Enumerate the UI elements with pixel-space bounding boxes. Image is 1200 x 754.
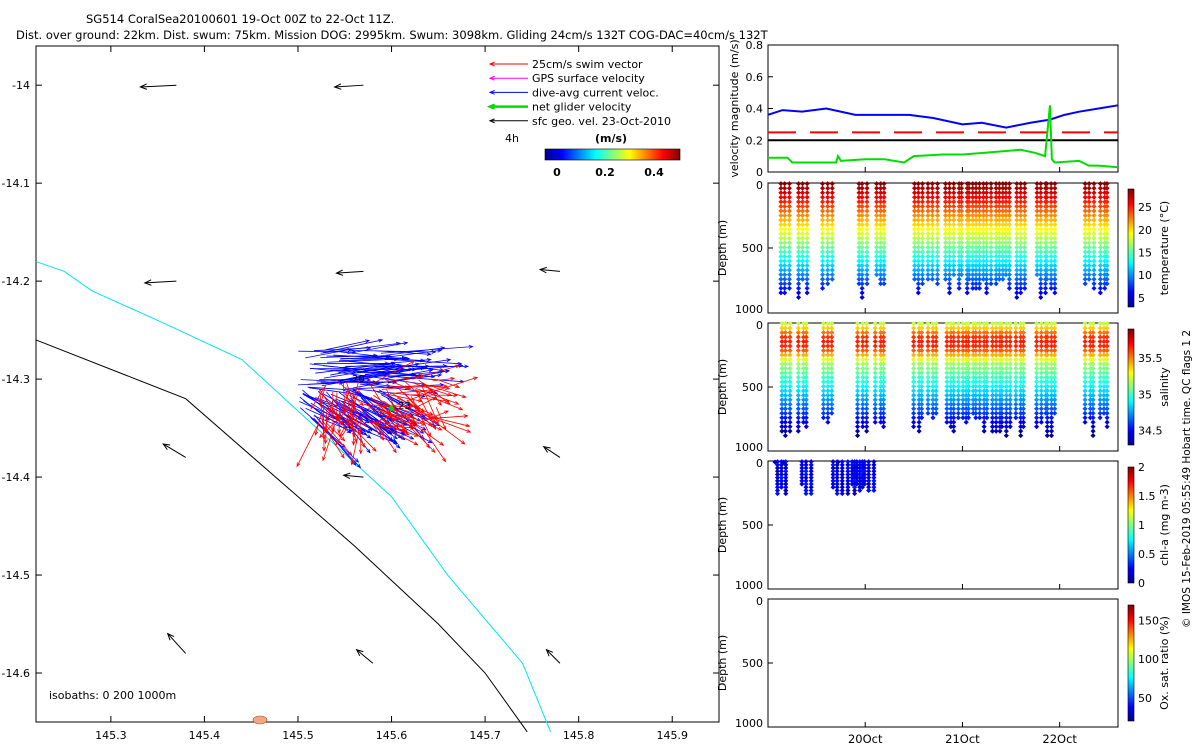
legend-label-swim: 25cm/s swim vector [532,58,643,71]
map-xtick-label: 145.3 [95,729,127,742]
velocity-ytick-label: 0.2 [746,134,764,147]
map-ytick-label: -14.5 [2,569,30,582]
colorbar-title: (m/s) [595,132,627,145]
profile-ytick-label: 0 [756,179,763,192]
map-xtick-label: 145.8 [563,729,595,742]
track-label-end: 23 [398,401,411,412]
profile-ytick-label: 0 [756,319,763,332]
colorbar-tick-temperature: 25 [1138,201,1152,214]
map-ytick-label: -14.2 [2,275,30,288]
track-label-start: 20 [352,374,365,385]
colorbar-tick-1: 0.2 [595,166,615,179]
legend-extra: 4h [505,132,519,145]
map-panel: 145.3 145.4 145.5 145.6 145.7 145.8 145.9 -14 -1… [2,46,719,742]
profile-ytick-label: 1000 [735,717,763,730]
map-ytick-label: -14.1 [2,177,30,190]
colorbar-chla [1128,467,1134,583]
legend-label-net: net glider velocity [532,101,632,114]
profile-frame-temperature [768,183,1118,313]
velocity-ytick-label: 0.8 [746,39,764,52]
colorbar-tick-temperature: 15 [1138,247,1152,260]
colorbar-tick-0: 0 [553,166,561,179]
map-xtick-label: 145.6 [376,729,408,742]
isobath-label: isobaths: 0 200 1000m [49,689,176,702]
time-tick-label: 22Oct [1042,732,1077,746]
net-velocity-marker [389,406,394,411]
colorbar-tick-oxygen: 150 [1138,614,1159,627]
colorbar-tick-salinity: 35.5 [1138,352,1163,365]
profile-ytick-label: 500 [742,519,763,532]
colorbar-tick-chla: 1 [1138,519,1145,532]
colorbar-tick-temperature: 5 [1138,292,1145,305]
colorbar-tick-temperature: 10 [1138,269,1152,282]
colorbar-tick-oxygen: 100 [1138,653,1159,666]
map-ytick-label: -14.6 [2,667,30,680]
colorbar-temperature [1128,189,1134,307]
time-tick-label: 20Oct [848,732,883,746]
profile-ytick-label: 1000 [735,441,763,454]
profile-frame-salinity [768,323,1118,451]
profile-frame-chla [768,461,1118,589]
velocity-ylabel: velocity magnitude (m/s) [728,39,741,177]
profile-ytick-label: 500 [742,657,763,670]
figure-title: SG514 CoralSea20100601 19-Oct 00Z to 22-… [86,12,394,26]
map-ytick-label: -14 [12,79,30,92]
legend-label-geo: sfc geo. vel. 23-Oct-2010 [532,115,671,128]
colorbar-oxygen [1128,605,1134,721]
colorbar-tick-2: 0.4 [644,166,664,179]
map-xtick-label: 145.7 [469,729,501,742]
velocity-ytick-label: 0.4 [746,103,764,116]
profile-ylabel-salinity: Depth (m) [716,359,729,415]
profile-ytick-label: 1000 [735,303,763,316]
map-ytick-label: -14.3 [2,373,30,386]
time-tick-label: 21Oct [945,732,980,746]
colorbar-label-temperature: temperature (°C) [1158,201,1171,295]
land-blob-icon [253,716,267,724]
profile-frame-oxygen [768,599,1118,727]
profile-ylabel-chla: Depth (m) [716,497,729,553]
profile-ylabel-temperature: Depth (m) [716,220,729,276]
colorbar-tick-salinity: 35 [1138,388,1152,401]
map-ytick-label: -14.4 [2,471,30,484]
colorbar-tick-chla: 0.5 [1138,548,1156,561]
legend-label-dac: dive-avg current veloc. [532,86,659,99]
colorbar-tick-chla: 1.5 [1138,490,1156,503]
colorbar-label-chla: chl-a (mg m-3) [1158,484,1171,566]
colorbar-tick-salinity: 34.5 [1138,425,1163,438]
colorbar-tick-oxygen: 50 [1138,692,1152,705]
colorbar-tick-temperature: 20 [1138,224,1152,237]
copyright-note: © IMOS 15-Feb-2019 05:55:49 Hobart time.… [1181,330,1193,628]
map-xtick-label: 145.4 [189,729,221,742]
profile-ytick-label: 1000 [735,579,763,592]
colorbar-tick-chla: 0 [1138,577,1145,590]
profile-ylabel-oxygen: Depth (m) [716,635,729,691]
map-colorbar [545,149,680,160]
legend-label-gps: GPS surface velocity [532,72,645,85]
profile-ytick-label: 500 [742,242,763,255]
colorbar-label-oxygen: Ox. sat. ratio (%) [1158,616,1171,710]
colorbar-tick-chla: 2 [1138,461,1145,474]
map-xtick-label: 145.9 [656,729,688,742]
profile-ytick-label: 0 [756,457,763,470]
velocity-ytick-label: 0.6 [746,71,764,84]
velocity-ytick-label: 0 [756,166,763,179]
colorbar-label-salinity: salinity [1158,367,1171,407]
figure-subtitle: Dist. over ground: 22km. Dist. swum: 75k… [16,28,769,42]
profile-ytick-label: 0 [756,595,763,608]
map-xtick-label: 145.5 [282,729,314,742]
profile-ytick-label: 500 [742,381,763,394]
colorbar-salinity [1128,329,1134,445]
